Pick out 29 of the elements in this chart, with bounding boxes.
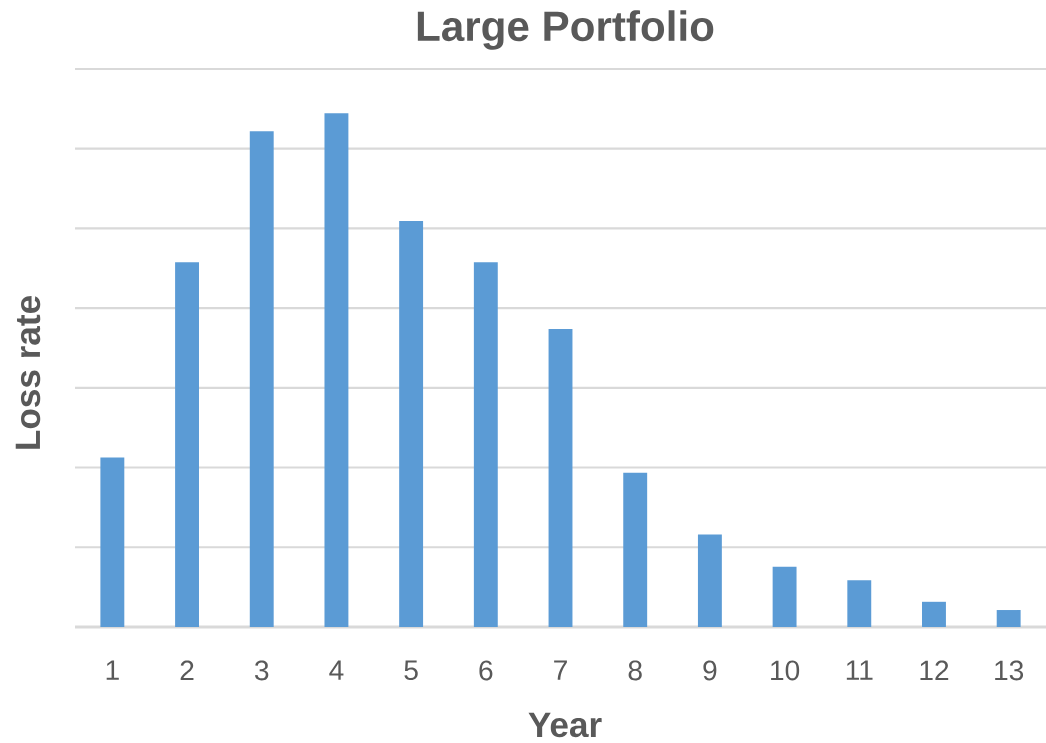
- bar: [100, 457, 125, 627]
- x-tick-label: 2: [180, 660, 194, 681]
- x-tick-label: 7: [554, 660, 567, 680]
- x-tick-label: 1: [106, 660, 119, 680]
- bar: [922, 601, 946, 627]
- x-tick-label: 12: [920, 660, 949, 681]
- x-tick-label: 9: [703, 660, 717, 681]
- bar: [623, 472, 648, 627]
- bar: [324, 113, 349, 627]
- bar: [697, 534, 722, 627]
- bar: [175, 262, 199, 627]
- bar: [473, 262, 498, 627]
- x-axis-title: Year: [528, 712, 602, 738]
- bar: [772, 566, 797, 627]
- x-tick-label: 5: [404, 660, 418, 681]
- chart-title: Large Portfolio: [417, 10, 714, 50]
- x-tick-label: 3: [254, 660, 269, 681]
- bar: [249, 131, 274, 627]
- x-tick-label: 11: [846, 660, 873, 680]
- x-tick-label: 10: [771, 660, 800, 681]
- bar: [847, 580, 872, 627]
- x-tick-label: 8: [628, 660, 642, 681]
- x-tick-label: 6: [479, 660, 493, 681]
- x-tick-label: 4: [329, 660, 344, 680]
- x-tick-label: 13: [995, 660, 1024, 681]
- bar: [996, 610, 1021, 627]
- y-axis-title: Loss rate: [15, 296, 41, 449]
- bar: [548, 328, 573, 627]
- bar: [399, 221, 424, 627]
